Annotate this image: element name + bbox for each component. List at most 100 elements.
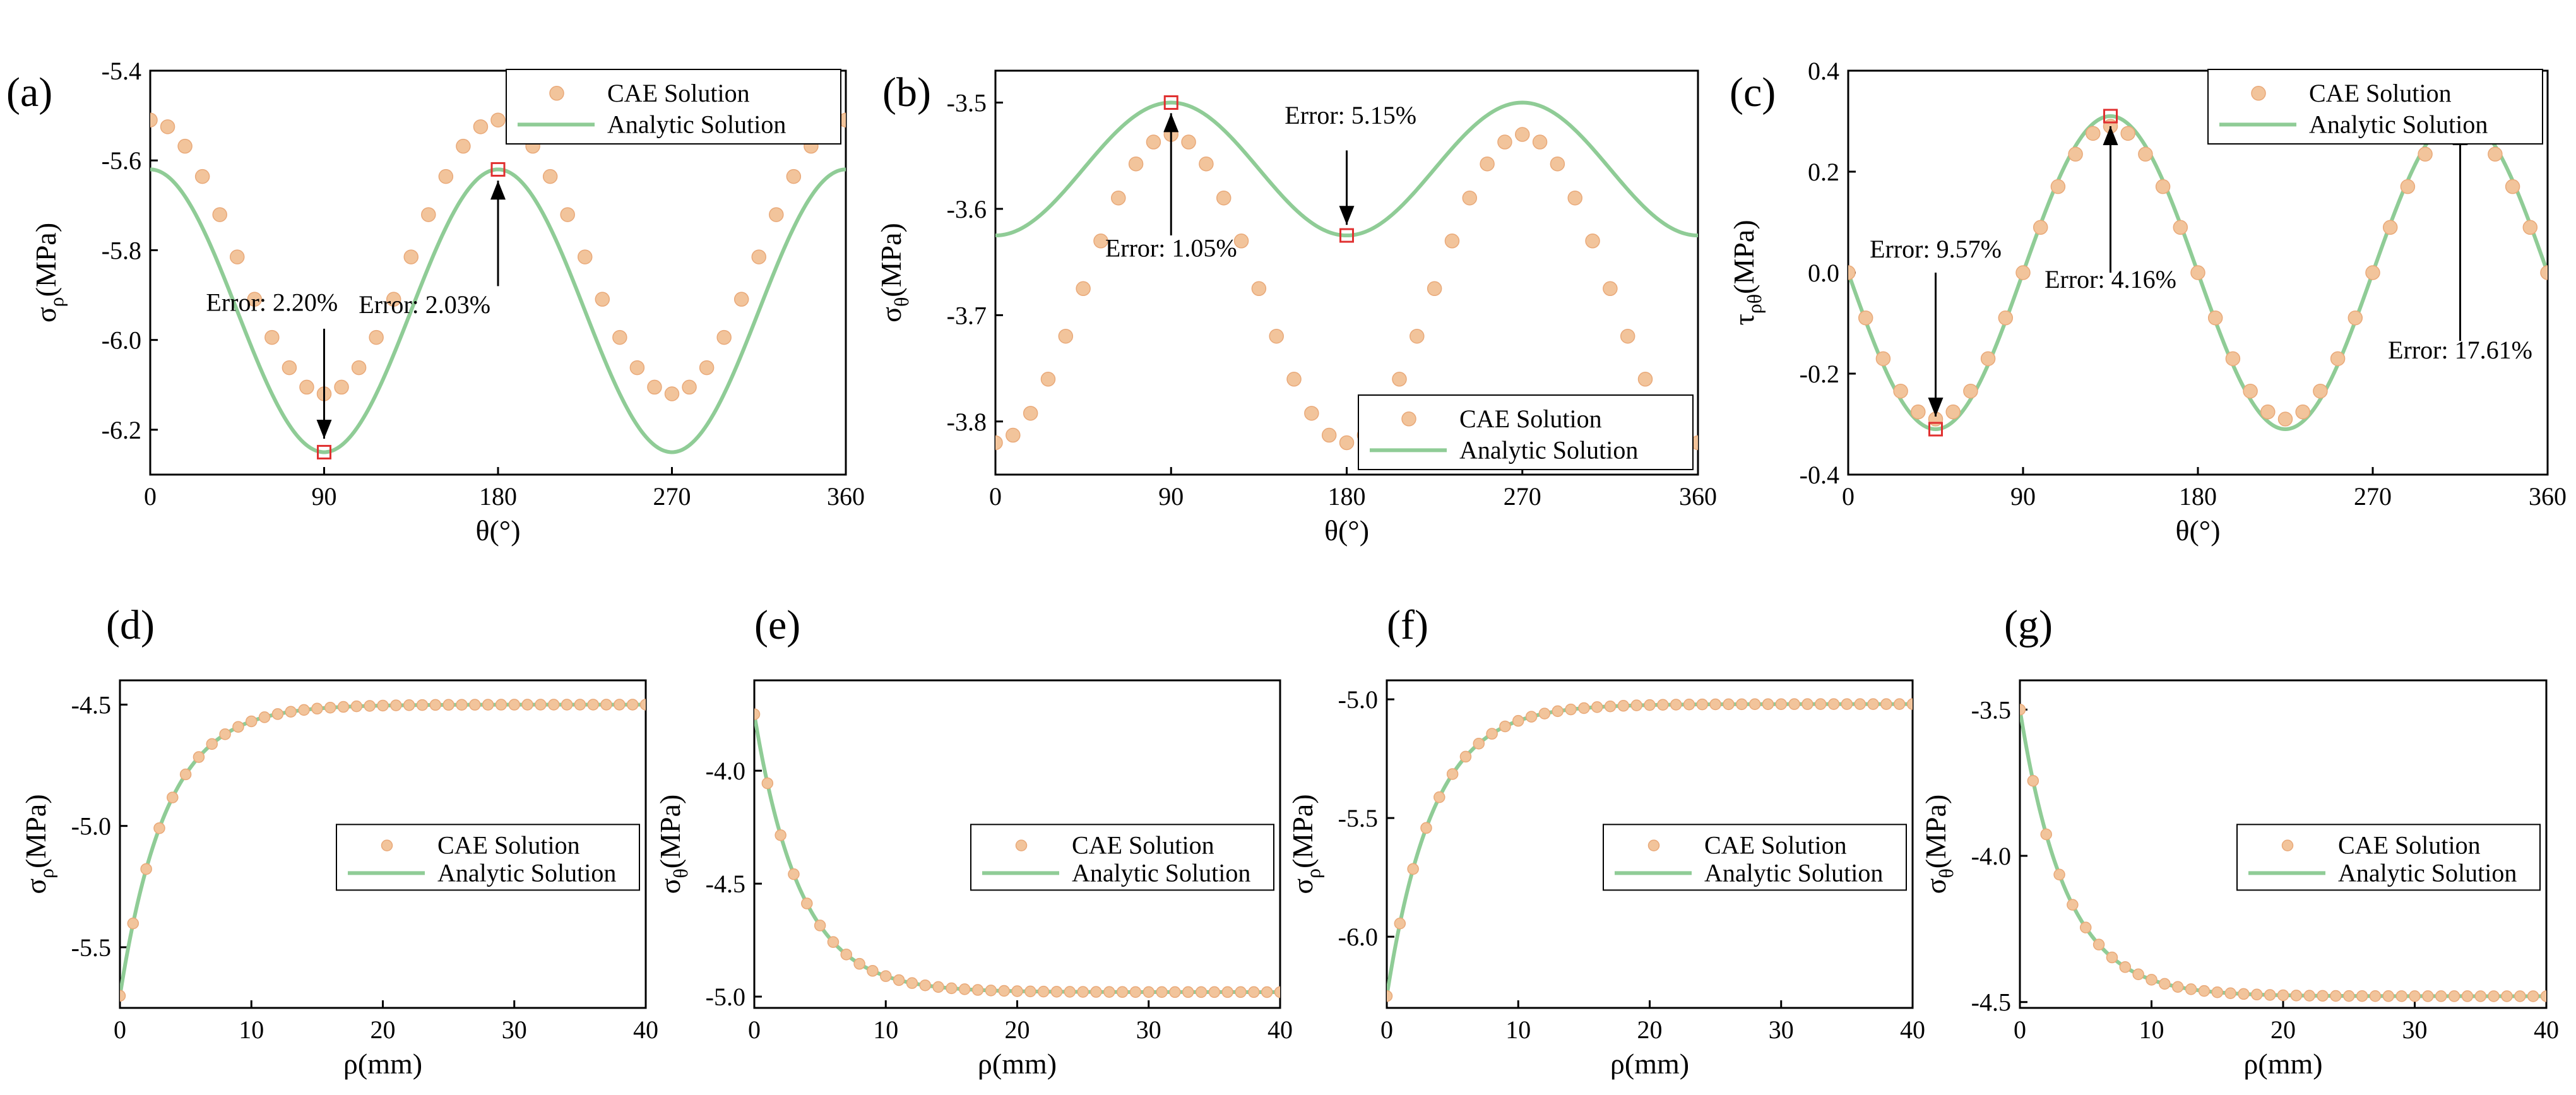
cae-solution-point [2080,921,2092,933]
legend-cae-marker [1401,411,1416,427]
error-marker [2103,109,2118,124]
y-tick-label: -0.4 [1800,461,1839,489]
legend-entry-cae: CAE Solution [2309,79,2452,107]
cae-solution-point [1339,435,1355,451]
cae-solution-point [1006,427,1021,443]
cae-solution-point [664,386,680,401]
cae-solution-point [150,112,158,127]
cae-solution-point [1392,372,1407,387]
cae-solution-point [880,970,892,982]
cae-solution-point [1617,700,1630,712]
y-tick-label: -6.0 [1338,923,1378,951]
x-tick-label: 360 [1679,482,1717,511]
cae-solution-point [1497,134,1512,150]
cae-solution-point [2033,220,2048,235]
cae-solution-point [311,702,323,715]
cae-solution-point [271,708,284,720]
y-tick-label: 0.4 [1808,57,1839,85]
chart-panel-c: (c) 0 90 180 270 360 -0.4 -0.2 0.0 0.2 0.4 θ(°) τρθ(… [1728,57,2567,547]
cae-solution-point [167,791,179,803]
cae-solution-point [1459,750,1472,763]
cae-solution-point [2277,411,2293,427]
x-axis-title: ρ(mm) [978,1048,1057,1080]
panel-label-f: (f) [1387,602,1428,648]
chart-panel-b: (b) 0 90 180 270 360 -3.8 -3.7 -3.6 -3.5 θ(°) σθ(MP… [875,69,1717,547]
cae-solution-point [814,920,826,932]
y-tick-label: -5.5 [71,933,111,962]
cae-solution-point [2418,146,2433,162]
x-tick-label: 20 [2270,1015,2296,1044]
legend-box [2207,69,2543,145]
cae-solution-point [1427,281,1442,297]
cae-solution-point [1644,699,1656,711]
cae-solution-point [919,979,931,991]
legend-entry-analytic: Analytic Solution [2338,858,2517,887]
legend-entry-analytic: Analytic Solution [1072,858,1250,887]
cae-solution-point [995,435,1003,451]
cae-solution-point [1261,986,1273,998]
cae-solution-point [733,292,749,307]
cae-solution-point [2522,220,2538,235]
annotation-text: Error: 1.05% [1105,234,1237,263]
cae-solution-point [482,699,494,711]
cae-solution-point [2317,990,2329,1002]
cae-solution-point [2040,828,2052,841]
x-tick-label: 0 [144,482,157,511]
cae-solution-point [1980,351,1996,367]
cae-solution-point [2330,351,2346,367]
x-tick-label: 10 [1505,1015,1531,1044]
cae-solution-point [1775,698,1787,710]
cae-solution-point [893,974,905,986]
cae-solution-point [1841,698,1853,710]
cae-solution-point [560,207,575,222]
plot-area [754,708,1280,998]
cae-solution-point [2347,310,2363,326]
cae-solution-point [1875,351,1891,367]
cae-solution-point [769,207,784,222]
y-tick-label: -5.6 [102,146,141,175]
cae-solution-point [547,699,560,711]
y-tick-label: -3.8 [947,408,987,436]
cae-solution-point [1235,986,1247,998]
cae-solution-point [1893,383,1908,399]
cae-solution-point [682,379,697,395]
annotation-arrowhead [1163,113,1179,133]
x-tick-label: 360 [2529,482,2567,511]
panel-label-a: (a) [6,69,52,115]
cae-solution-point [206,738,218,750]
cae-solution-point [751,249,766,264]
cae-solution-point [1788,698,1800,710]
cae-solution-point [1567,190,1582,206]
cae-solution-point [1407,863,1419,875]
cae-solution-point [1854,698,1866,710]
cae-solution-point [2365,265,2380,280]
x-tick-label: 180 [1328,482,1366,511]
cae-solution-point [971,984,984,996]
legend-entry-analytic: Analytic Solution [2309,110,2488,138]
cae-solution-point [2505,179,2520,194]
cae-solution-point [1893,698,1906,710]
cae-solution-point [403,249,418,264]
cae-solution-point [364,700,376,712]
cae-solution-point [754,708,761,720]
cae-solution-point [2159,978,2171,990]
cae-solution-point [578,249,593,264]
cae-solution-point [2330,990,2342,1002]
x-tick-label: 270 [1504,482,1541,511]
cae-solution-point [2295,404,2310,420]
cae-solution-point [2027,774,2039,787]
plot-area [2020,704,2546,1002]
cae-solution-point [127,917,139,930]
error-marker [317,444,331,459]
x-tick-label: 30 [1769,1015,1794,1044]
legend-entry-cae: CAE Solution [607,79,750,107]
cae-solution-point [1552,705,1564,718]
cae-solution-point [1762,698,1774,710]
error-marker [490,162,506,177]
chart-panel-g: (g) 0 10 20 30 40 -4.5 -4.0 -3.5 ρ(mm) σθ(MPa) CAE … [1920,602,2559,1080]
panel-label-d: (d) [106,602,155,648]
cae-solution-point [2409,990,2421,1002]
legend-entry-cae: CAE Solution [437,831,580,860]
cae-solution-point [1024,985,1036,998]
legend-entry-analytic: Analytic Solution [1459,435,1638,464]
